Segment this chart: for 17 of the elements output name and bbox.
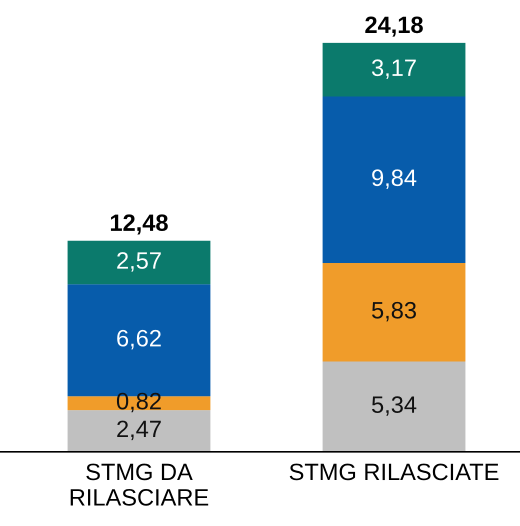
total-label: 24,18 [365,16,423,37]
data-label: 5,34 [372,396,416,416]
x-tick-label: STMG RILASCIATE [290,464,498,480]
bar [322,96,466,263]
data-label: 2,57 [117,252,161,272]
data-label: 2,47 [117,420,161,440]
bar [322,262,466,362]
data-label: 9,84 [372,169,416,189]
data-label: 6,62 [117,330,161,350]
bar [322,362,466,452]
total-label: 12,48 [110,214,168,234]
bar [68,240,210,284]
data-label: 3,17 [372,59,416,79]
data-label: 5,83 [372,302,416,322]
data-label: 0,82 [116,392,161,412]
bar [322,42,466,97]
x-tick-label: STMG DA RILASCIARE [70,464,208,506]
